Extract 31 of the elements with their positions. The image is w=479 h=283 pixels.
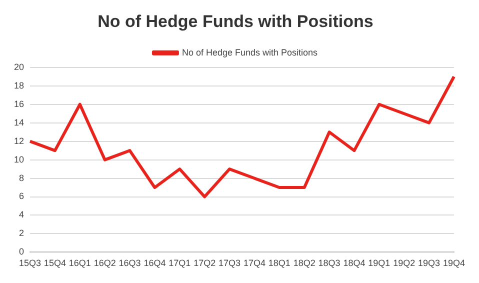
- x-tick-label: 15Q3: [18, 258, 42, 268]
- y-tick-label: 0: [18, 246, 24, 257]
- x-tick-label: 19Q2: [393, 258, 416, 268]
- x-tick-label: 18Q2: [293, 258, 316, 268]
- legend-label: No of Hedge Funds with Positions: [182, 47, 318, 58]
- x-tick-label: 19Q1: [368, 258, 390, 268]
- x-tick-label: 16Q2: [94, 258, 116, 268]
- x-tick-label: 15Q4: [44, 258, 66, 268]
- y-tick-label: 18: [14, 80, 24, 90]
- y-tick-label: 16: [14, 98, 24, 109]
- y-tick-label: 4: [18, 210, 24, 220]
- y-tick-label: 14: [14, 117, 24, 128]
- x-tick-label: 18Q1: [268, 258, 290, 268]
- y-tick-label: 10: [14, 154, 24, 164]
- x-tick-label: 16Q3: [118, 258, 141, 268]
- x-tick-label: 17Q4: [243, 258, 266, 268]
- y-tick-label: 20: [14, 62, 24, 72]
- x-tick-label: 17Q3: [218, 258, 241, 268]
- chart-title: No of Hedge Funds with Positions: [98, 12, 374, 31]
- y-tick-label: 12: [14, 136, 24, 146]
- y-tick-label: 8: [18, 172, 24, 183]
- x-tick-label: 19Q4: [442, 258, 466, 268]
- x-tick-label: 18Q3: [318, 258, 340, 268]
- x-tick-label: 18Q4: [343, 258, 366, 268]
- x-tick-label: 16Q4: [144, 258, 166, 268]
- x-tick-label: 16Q1: [68, 258, 91, 268]
- x-tick-label: 17Q1: [168, 258, 191, 268]
- x-tick-label: 19Q3: [418, 258, 440, 268]
- y-tick-label: 6: [18, 191, 24, 202]
- x-tick-label: 17Q2: [194, 258, 216, 268]
- y-tick-label: 2: [18, 228, 24, 238]
